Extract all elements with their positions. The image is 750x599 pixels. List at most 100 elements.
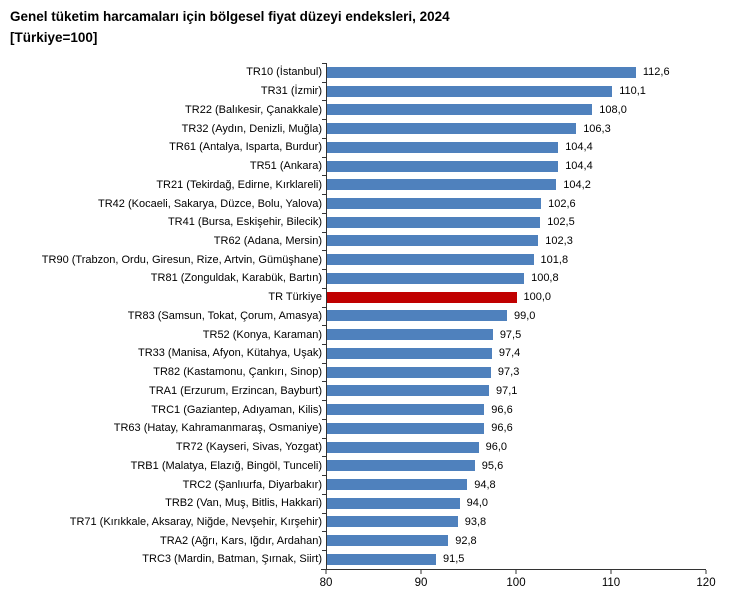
bar-row: TRC2 (Şanlıurfa, Diyarbakır) 94,8 [10,475,706,494]
chart-title-line2: [Türkiye=100] [10,30,98,45]
category-label: TR31 (İzmir) [260,85,322,98]
plot-cell: 108,0 [322,100,706,120]
category-label: TR52 (Konya, Karaman) [202,328,322,341]
value-label: 102,6 [548,197,576,210]
bar-row: TR Türkiye 100,0 [10,287,706,307]
bar-row: TR32 (Aydın, Denizli, Muğla) 106,3 [10,119,706,138]
category-label: TR32 (Aydın, Denizli, Muğla) [181,122,322,135]
value-label: 100,0 [523,291,552,304]
plot-cell: 102,6 [322,194,706,213]
bar [327,160,559,172]
bar [327,404,485,416]
plot-cell: 106,3 [322,119,706,138]
value-label: 101,8 [540,253,569,266]
x-axis-tick-label: 90 [414,577,428,589]
bar [327,441,479,453]
bar [327,347,492,359]
plot-cell: 97,4 [322,344,706,363]
x-axis-tick [325,570,327,574]
bar-row: TR61 (Antalya, Isparta, Burdur) 104,4 [10,137,706,157]
bar [327,198,542,209]
category-label: TRB2 (Van, Muş, Bitlis, Hakkari) [165,497,322,510]
category-label: TR33 (Manisa, Afyon, Kütahya, Uşak) [137,347,322,360]
category-label: TR10 (İstanbul) [246,66,322,79]
value-label: 97,5 [499,328,522,341]
value-label: 96,0 [485,441,508,454]
bar-row: TR62 (Adana, Mersin) 102,3 [10,231,706,251]
plot-cell: 104,2 [322,175,706,195]
plot-cell: 94,8 [322,475,706,494]
bar-row: TR33 (Manisa, Afyon, Kütahya, Uşak) 97,4 [10,344,706,363]
value-label: 94,8 [474,478,496,491]
bar [327,254,534,266]
bar [327,272,525,284]
bar [327,329,493,341]
category-label: TR Türkiye [268,291,322,304]
category-label: TR90 (Trabzon, Ordu, Giresun, Rize, Artv… [41,253,322,266]
x-axis-tick-label: 110 [601,577,621,589]
category-label: TRC3 (Mardin, Batman, Şırnak, Siirt) [142,553,322,566]
bar-row: TRC1 (Gaziantep, Adıyaman, Kilis) 96,6 [10,400,706,419]
bar-chart: TR10 (İstanbul) 112,6 TR31 (İzmir) 110,1 TR2… [10,63,750,589]
bar-row: TR22 (Balıkesir, Çanakkale) 108,0 [10,100,706,120]
category-label: TR22 (Balıkesir, Çanakkale) [185,103,322,116]
bar [327,366,491,378]
plot-cell: 104,4 [322,156,706,176]
highlight-bar [327,291,517,303]
value-label: 112,6 [642,66,670,79]
plot-cell: 97,1 [322,381,706,401]
plot-cell: 97,5 [322,325,706,345]
bar-row: TR41 (Bursa, Eskişehir, Bilecik) 102,5 [10,212,706,232]
value-label: 91,5 [442,553,465,566]
bar [327,553,436,565]
category-label: TRC2 (Şanlıurfa, Diyarbakır) [182,478,322,491]
bar-row: TR72 (Kayseri, Sivas, Yozgat) 96,0 [10,437,706,457]
category-label: TR41 (Bursa, Eskişehir, Bilecik) [167,216,322,229]
category-label: TRA2 (Ağrı, Kars, Iğdır, Ardahan) [159,534,322,547]
bar-row: TR82 (Kastamonu, Çankırı, Sinop) 97,3 [10,362,706,382]
bar [327,104,593,116]
plot-cell: 101,8 [322,250,706,270]
bar-row: TRB1 (Malatya, Elazığ, Bingöl, Tunceli) 9… [10,456,706,476]
x-axis-tick [515,570,517,574]
plot-cell: 104,4 [322,137,706,157]
value-label: 108,0 [599,103,627,116]
bar-row: TR81 (Zonguldak, Karabük, Bartın) 100,8 [10,269,706,288]
plot-cell: 96,6 [322,400,706,419]
x-axis-tick-label: 120 [696,577,716,589]
value-label: 94,0 [466,497,489,510]
category-label: TRB1 (Malatya, Elazığ, Bingöl, Tunceli) [130,459,322,472]
value-label: 92,8 [455,534,477,547]
bar-row: TRC3 (Mardin, Batman, Şırnak, Siirt) 91,5 [10,550,706,569]
bar [327,535,449,547]
value-label: 104,4 [565,160,593,173]
value-label: 97,1 [496,384,518,397]
bar [327,179,557,191]
bar-row: TR71 (Kırıkkale, Aksaray, Niğde, Nevşehi… [10,512,706,532]
plot-cell: 99,0 [322,306,706,326]
bar [327,422,485,434]
x-axis-tick-label: 80 [319,577,333,589]
bar [327,479,468,491]
chart-title-line1: Genel tüketim harcamaları için bölgesel … [10,9,450,24]
value-label: 99,0 [514,309,536,322]
bar-row: TR21 (Tekirdağ, Edirne, Kırklareli) 104,2 [10,175,706,195]
value-label: 104,2 [563,178,591,191]
category-label: TR51 (Ankara) [249,160,322,173]
value-label: 93,8 [464,515,487,528]
plot-cell: 100,8 [322,269,706,288]
value-label: 110,1 [619,85,646,98]
bar-rows: TR10 (İstanbul) 112,6 TR31 (İzmir) 110,1 TR2… [10,63,706,569]
category-label: TR62 (Adana, Mersin) [213,234,322,247]
value-label: 104,4 [565,141,593,154]
bar [327,216,541,228]
plot-cell: 96,0 [322,437,706,457]
chart-title: Genel tüketim harcamaları için bölgesel … [10,6,450,48]
category-label: TR71 (Kırıkkale, Aksaray, Niğde, Nevşehi… [69,515,322,528]
category-label: TRA1 (Erzurum, Erzincan, Bayburt) [149,384,322,397]
plot-cell: 100,0 [322,287,706,307]
x-axis-tick [705,570,707,574]
bar-row: TR83 (Samsun, Tokat, Çorum, Amasya) 99,0 [10,306,706,326]
x-axis-tick [610,570,612,574]
bar [327,85,613,97]
